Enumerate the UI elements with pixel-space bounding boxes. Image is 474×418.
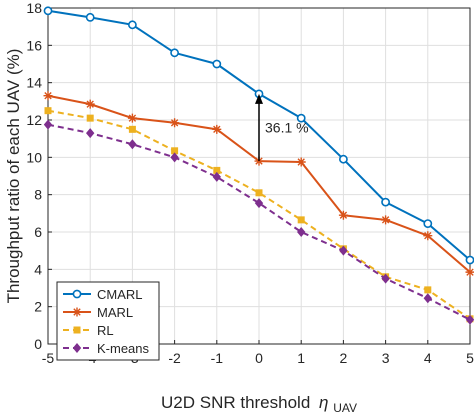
- star-marker: [127, 113, 137, 123]
- legend-label: RL: [97, 323, 114, 338]
- circle-marker: [43, 6, 53, 16]
- square-marker: [44, 107, 52, 115]
- square-marker: [213, 166, 221, 174]
- circle-marker: [465, 255, 474, 265]
- diamond-marker: [43, 119, 53, 130]
- diamond-marker: [423, 293, 432, 304]
- star-marker: [170, 118, 180, 128]
- y-tick-label: 0: [34, 336, 42, 352]
- star-marker: [43, 91, 53, 101]
- x-axis-title: U2D SNR threshold η UAV: [161, 393, 357, 415]
- star-marker: [423, 231, 433, 241]
- star-marker: [72, 307, 82, 317]
- star-marker: [465, 267, 474, 277]
- diamond-marker: [254, 198, 264, 209]
- square-marker: [128, 125, 136, 133]
- star-marker: [381, 215, 391, 225]
- circle-marker: [423, 219, 433, 228]
- circle-marker: [212, 59, 222, 69]
- y-tick-label: 8: [34, 187, 42, 203]
- series-line: [47, 123, 471, 321]
- x-axis-title-symbol: η: [319, 393, 328, 412]
- y-tick-label: 4: [34, 261, 42, 277]
- circle-marker: [381, 197, 390, 207]
- y-tick-label: 14: [26, 75, 42, 91]
- legend-item-k-means: K-means: [63, 341, 150, 356]
- series-k-means: [43, 119, 474, 325]
- star-marker: [296, 157, 306, 167]
- legend-label: K-means: [97, 341, 150, 356]
- x-axis-title-text: U2D SNR threshold: [161, 393, 310, 412]
- legend-label: MARL: [97, 305, 133, 320]
- legend-label: CMARL: [97, 287, 143, 302]
- x-tick-label: -5: [42, 350, 55, 366]
- diamond-marker: [170, 152, 179, 163]
- x-tick-label: -1: [211, 350, 224, 366]
- square-marker: [171, 147, 179, 155]
- x-tick-label: 5: [466, 350, 474, 366]
- circle-marker: [338, 154, 348, 164]
- series-line: [47, 109, 471, 320]
- x-tick-label: 0: [255, 350, 263, 366]
- circle-marker: [127, 20, 137, 30]
- x-axis-title-subscript: UAV: [333, 401, 357, 415]
- diamond-marker: [381, 273, 390, 284]
- y-tick-label: 18: [26, 0, 42, 16]
- star-marker: [338, 210, 348, 220]
- improvement-arrowhead: [255, 93, 263, 104]
- y-tick-label: 12: [26, 112, 42, 128]
- circle-marker: [85, 12, 95, 22]
- diamond-marker: [128, 139, 137, 150]
- diamond-marker: [339, 245, 348, 256]
- diamond-marker: [86, 128, 95, 139]
- y-tick-label: 16: [26, 37, 42, 53]
- circle-marker: [296, 113, 306, 123]
- diamond-marker: [297, 227, 306, 237]
- x-tick-label: 3: [382, 350, 390, 366]
- circle-marker: [170, 48, 179, 58]
- diamond-marker: [465, 314, 474, 325]
- legend-item-marl: MARL: [63, 305, 133, 320]
- y-tick-label: 2: [34, 299, 42, 315]
- circle-marker: [72, 289, 82, 299]
- x-tick-label: 4: [424, 350, 432, 366]
- square-marker: [255, 189, 263, 197]
- x-tick-label: 1: [297, 350, 305, 366]
- improvement-label: 36.1 %: [265, 119, 309, 135]
- star-marker: [212, 124, 222, 134]
- legend-item-rl: RL: [63, 323, 114, 338]
- star-marker: [254, 156, 264, 166]
- y-tick-label: 10: [26, 149, 42, 165]
- x-tick-label: 2: [340, 350, 348, 366]
- star-marker: [85, 99, 95, 109]
- square-marker: [424, 286, 432, 294]
- annotation: 36.1 %: [255, 93, 309, 162]
- y-axis-title: Throughput ratio of each UAV (%): [4, 49, 23, 304]
- diamond-marker: [212, 171, 221, 182]
- square-marker: [86, 114, 94, 122]
- square-marker: [297, 216, 305, 224]
- x-tick-label: -2: [168, 350, 181, 366]
- legend: CMARL MARL RL K-means: [56, 281, 160, 361]
- y-tick-label: 6: [34, 224, 42, 240]
- legend-item-cmarl: CMARL: [63, 287, 143, 302]
- square-marker: [73, 326, 81, 334]
- diamond-marker: [72, 343, 82, 353]
